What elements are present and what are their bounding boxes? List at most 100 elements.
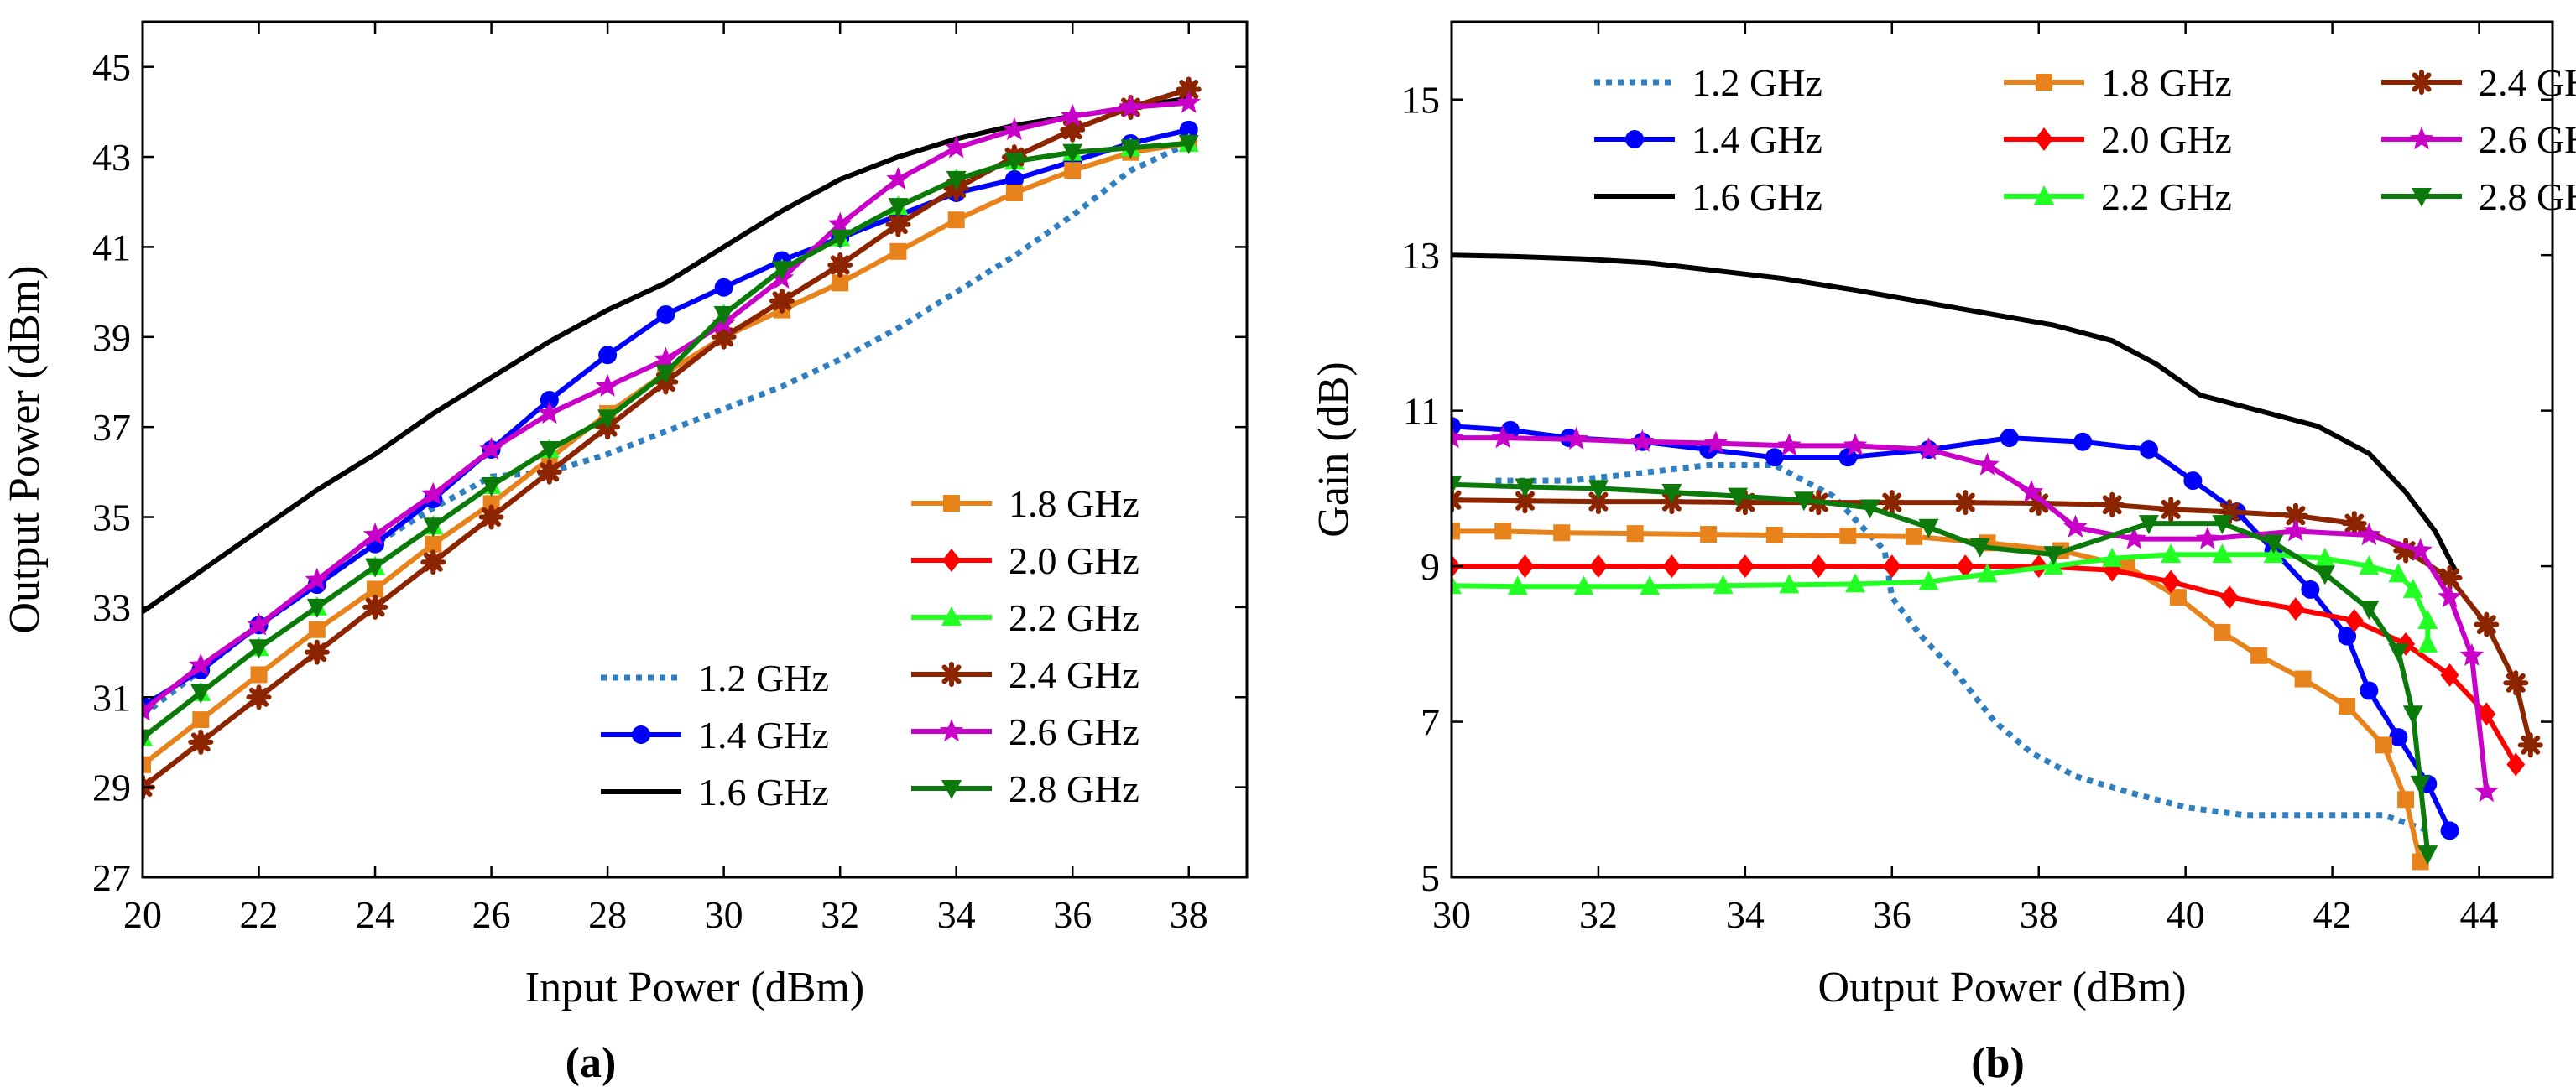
legend-entry-2-4-ghz: 2.4 GHz xyxy=(2381,61,2576,104)
data-point-2-6-ghz xyxy=(2408,538,2433,561)
x-tick-label: 24 xyxy=(356,893,394,936)
data-point-2-8-ghz xyxy=(1452,476,1462,496)
legend-swatch-marker xyxy=(2409,127,2434,150)
data-point-2-0-ghz xyxy=(2220,585,2240,610)
data-point-1-4-ghz xyxy=(2139,440,2158,459)
data-point-2-8-ghz xyxy=(2359,601,2380,621)
data-point-1-4-ghz xyxy=(2073,432,2093,451)
data-point-2-0-ghz xyxy=(2477,702,2496,726)
data-point-1-8-ghz xyxy=(2294,670,2312,688)
data-point-2-8-ghz xyxy=(143,729,153,749)
legend-entry-1-6-ghz: 1.6 GHz xyxy=(601,771,829,814)
series-line-1-6-ghz xyxy=(1452,252,2459,575)
data-point-1-8-ghz xyxy=(2169,589,2187,606)
data-point-1-8-ghz xyxy=(1765,527,1783,543)
series-1-2-ghz xyxy=(1495,462,2429,834)
data-point-2-6-ghz xyxy=(1002,117,1027,140)
data-point-2-8-ghz xyxy=(2314,565,2335,585)
legend-entry-1-8-ghz: 1.8 GHz xyxy=(911,482,1139,525)
data-point-2-6-ghz xyxy=(2122,526,2146,549)
series-1-8-ghz xyxy=(1452,523,2429,871)
series-line-2-0-ghz xyxy=(1452,564,2518,767)
data-point-1-4-ghz xyxy=(1452,417,1461,436)
data-point-2-6-ghz xyxy=(247,612,271,636)
y-tick-label: 27 xyxy=(92,856,131,899)
x-tick-label: 32 xyxy=(821,893,859,936)
legend-label: 1.8 GHz xyxy=(1009,482,1139,525)
data-point-2-2-ghz xyxy=(2102,547,2123,567)
x-axis-label: Input Power (dBm) xyxy=(525,964,864,1011)
data-point-2-0-ghz xyxy=(2344,609,2364,632)
series-1-2-ghz xyxy=(143,140,1191,718)
data-point-2-4-ghz xyxy=(2217,499,2243,525)
x-tick-label: 30 xyxy=(705,893,743,936)
data-point-2-8-ghz xyxy=(2410,775,2431,795)
data-point-2-8-ghz xyxy=(248,639,269,659)
x-tick-label: 28 xyxy=(588,893,627,936)
legend-label: 2.0 GHz xyxy=(1009,539,1139,582)
data-point-2-6-ghz xyxy=(944,135,968,159)
y-tick-label: 13 xyxy=(1401,234,1440,277)
legend-label: 2.2 GHz xyxy=(2101,175,2232,218)
data-point-2-8-ghz xyxy=(190,684,211,704)
data-point-2-8-ghz xyxy=(2263,534,2284,554)
data-point-2-4-ghz xyxy=(2158,497,2184,523)
legend-label: 1.2 GHz xyxy=(1692,61,1822,104)
data-point-1-8-ghz xyxy=(1700,526,1718,543)
series-2-6-ghz xyxy=(1452,425,2499,803)
data-point-1-8-ghz xyxy=(2375,736,2392,754)
data-point-2-0-ghz xyxy=(1735,554,1755,579)
y-axis-label: Output Power (dBm) xyxy=(1,265,49,633)
x-tick-label: 42 xyxy=(2313,893,2352,936)
data-point-2-0-ghz xyxy=(1882,554,1901,579)
data-point-2-8-ghz xyxy=(1969,538,1990,558)
data-point-2-6-ghz xyxy=(1491,425,1515,449)
series-2-2-ghz xyxy=(1452,543,2438,653)
x-tick-label: 40 xyxy=(2167,893,2205,936)
x-tick-label: 44 xyxy=(2460,893,2499,936)
data-point-2-4-ghz xyxy=(2437,565,2463,590)
data-point-2-4-ghz xyxy=(1879,490,1905,516)
data-point-2-8-ghz xyxy=(306,598,327,618)
x-axis-label: Output Power (dBm) xyxy=(1817,964,2186,1011)
data-point-1-8-ghz xyxy=(947,211,965,229)
x-tick-label: 22 xyxy=(240,893,279,936)
data-point-2-8-ghz xyxy=(1918,518,1939,538)
data-point-2-8-ghz xyxy=(1120,139,1141,159)
y-tick-label: 41 xyxy=(92,226,131,268)
data-point-2-6-ghz xyxy=(2438,585,2462,608)
legend: 1.2 GHz 1.8 GHz 2.4 GHz 1.4 GHz 2.0 GHz 2.6 G… xyxy=(1594,61,2576,218)
axes-box xyxy=(141,20,1249,879)
data-point-2-8-ghz xyxy=(481,476,502,497)
x-tick-label: 36 xyxy=(1053,893,1092,936)
x-tick-label: 34 xyxy=(1726,893,1765,936)
data-point-2-2-ghz xyxy=(1779,574,1800,594)
data-point-1-4-ghz xyxy=(656,304,675,324)
data-point-2-8-ghz xyxy=(1793,491,1814,512)
data-point-2-4-ghz xyxy=(1512,488,1538,514)
data-point-1-8-ghz xyxy=(1906,528,1923,545)
data-point-2-6-ghz xyxy=(421,481,446,505)
legend-label: 2.0 GHz xyxy=(2101,118,2232,161)
data-point-2-4-ghz xyxy=(1176,76,1202,102)
data-point-2-4-ghz xyxy=(2503,670,2529,696)
data-point-2-6-ghz xyxy=(537,401,562,424)
data-point-2-2-ghz xyxy=(2417,610,2438,629)
data-point-2-6-ghz xyxy=(2019,480,2044,503)
data-point-2-4-ghz xyxy=(2282,502,2308,528)
y-tick-label: 31 xyxy=(92,676,131,719)
legend-swatch-marker xyxy=(632,725,650,744)
legend-swatch-marker xyxy=(939,662,964,687)
legend-label: 1.2 GHz xyxy=(698,657,829,699)
data-point-2-2-ghz xyxy=(2212,543,2233,564)
y-tick-label: 9 xyxy=(1421,545,1440,588)
series-line-1-2-ghz xyxy=(143,140,1191,718)
data-point-2-2-ghz xyxy=(1977,563,1998,583)
data-point-2-4-ghz xyxy=(188,729,214,755)
data-point-2-0-ghz xyxy=(1956,554,1975,579)
y-tick-label: 45 xyxy=(92,46,131,89)
data-point-2-2-ghz xyxy=(2359,555,2380,575)
data-point-2-2-ghz xyxy=(1452,575,1462,595)
data-point-2-8-ghz xyxy=(771,261,792,281)
data-point-2-8-ghz xyxy=(1062,143,1083,164)
